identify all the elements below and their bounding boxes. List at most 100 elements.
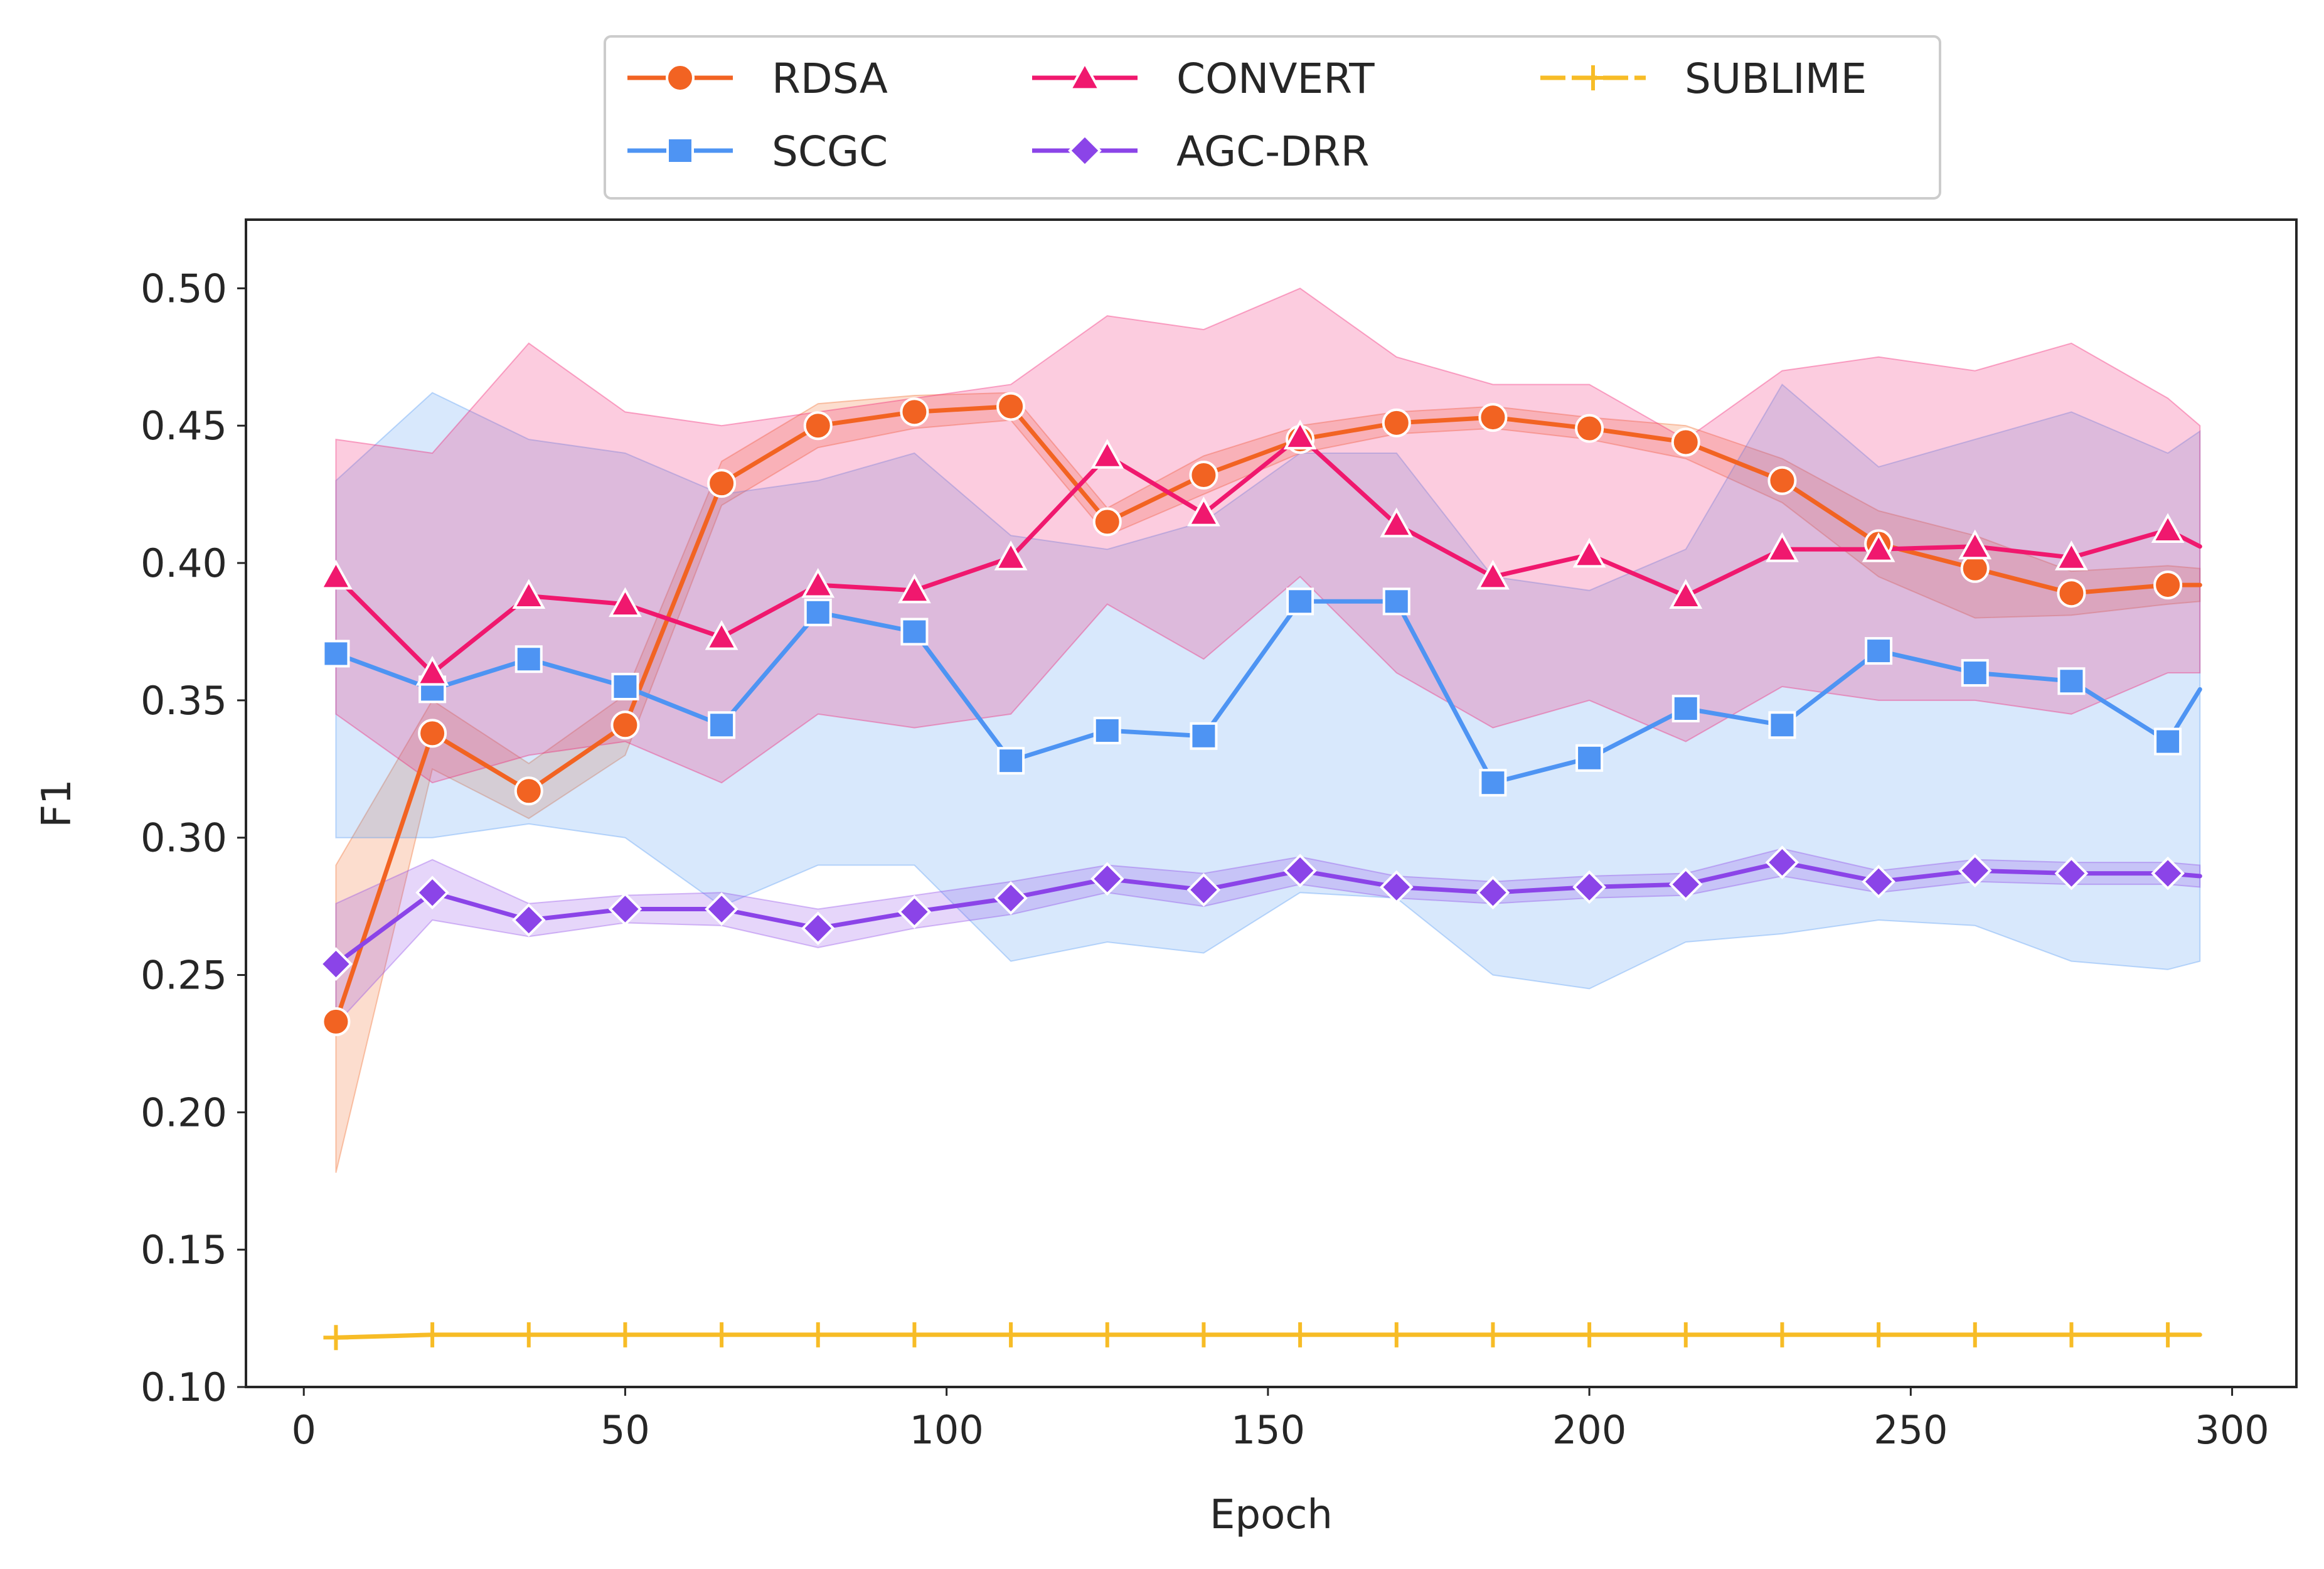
rdsa-point	[707, 469, 737, 498]
sublime-point	[1480, 1322, 1506, 1347]
agc-drr-point	[2151, 856, 2185, 891]
rdsa-point	[2153, 570, 2183, 600]
rdsa-point	[1092, 507, 1122, 537]
rdsa-point	[1767, 466, 1797, 495]
legend-label-rdsa: RDSA	[772, 55, 888, 103]
scgc-point	[1286, 587, 1314, 616]
x-tick-label: 50	[600, 1407, 650, 1453]
convert-band	[335, 287, 2201, 784]
convert-point	[1669, 579, 1703, 609]
convert-point	[512, 579, 546, 609]
sublime-point	[805, 1322, 831, 1347]
x-tick-label: 100	[909, 1407, 983, 1453]
rdsa-point	[1575, 414, 1604, 443]
y-tick-label: 0.10	[141, 1364, 227, 1410]
sublime-point	[420, 1322, 445, 1347]
convert-point	[1476, 559, 1510, 590]
scgc-point	[1768, 711, 1796, 739]
scgc-point	[997, 747, 1025, 775]
convert-point	[2055, 540, 2088, 570]
legend-label-agc-drr: AGC-DRR	[1176, 127, 1370, 176]
rdsa-point	[418, 719, 447, 748]
scgc-point	[804, 598, 832, 626]
x-tick-label: 200	[1552, 1407, 1626, 1453]
sublime-point	[902, 1322, 927, 1347]
legend-marker-rdsa	[666, 63, 695, 92]
sublime-point	[1287, 1322, 1313, 1347]
y-tick-label: 0.50	[141, 265, 227, 311]
series-markers	[319, 392, 2185, 1351]
convert-point	[898, 573, 931, 604]
scgc-point	[2154, 727, 2182, 756]
rdsa-point	[1671, 427, 1700, 457]
agc-drr-point	[415, 876, 449, 910]
y-tick-label: 0.30	[141, 815, 227, 861]
agc-drr-point	[1476, 876, 1510, 910]
rdsa-point	[803, 411, 833, 441]
sublime-point	[612, 1322, 638, 1347]
sublime-point	[709, 1322, 735, 1347]
agc-drr-point	[1186, 873, 1221, 907]
agc-drr-point	[801, 911, 835, 945]
agc-drr-point	[1283, 854, 1317, 888]
convert-point	[705, 620, 738, 650]
y-tick-label: 0.45	[141, 403, 227, 449]
sublime-point	[998, 1322, 1024, 1347]
agc-drr-point	[1958, 854, 1992, 888]
y-tick-label: 0.40	[141, 540, 227, 586]
legend-label-sublime: SUBLIME	[1685, 55, 1867, 103]
convert-point	[1380, 507, 1414, 538]
rdsa-point	[610, 710, 640, 740]
convert-point	[1187, 496, 1220, 527]
scgc-band	[335, 383, 2201, 990]
sublime-point	[1383, 1322, 1409, 1347]
confidence-bands	[335, 287, 2201, 1173]
plot-area-frame	[245, 218, 2298, 1388]
legend: RDSA SCGC CONVERT AGC-DRR SUBLIME	[604, 35, 1941, 200]
sublime-point	[516, 1322, 541, 1347]
scgc-point	[1961, 659, 1989, 687]
scgc-point	[514, 645, 543, 673]
sublime-point	[1673, 1322, 1698, 1347]
agc-drr-point	[608, 892, 642, 926]
sublime-point	[1577, 1322, 1602, 1347]
y-axis-label: F1	[34, 779, 80, 828]
sublime-point	[2059, 1322, 2084, 1347]
legend-marker-scgc	[666, 137, 694, 164]
rdsa-point	[514, 776, 543, 806]
sublime-point	[1769, 1322, 1795, 1347]
y-tick-label: 0.20	[141, 1090, 227, 1135]
x-axis-ticks: 0 50 100 150 200 250 300	[291, 1387, 2269, 1453]
x-tick-label: 300	[2195, 1407, 2269, 1453]
scgc-point	[2057, 667, 2086, 695]
convert-point	[801, 567, 835, 598]
x-tick-label: 0	[291, 1407, 316, 1453]
agc-drr-point	[1572, 870, 1606, 904]
convert-point	[2151, 513, 2185, 543]
convert-point	[1766, 532, 1799, 562]
legend-marker-convert	[1068, 60, 1102, 91]
scgc-point	[900, 618, 929, 646]
scgc-point	[1382, 587, 1410, 616]
agc-drr-point	[319, 947, 353, 981]
rdsa-point	[1189, 461, 1218, 490]
rdsa-point	[1382, 408, 1411, 437]
legend-label-convert: CONVERT	[1176, 55, 1375, 103]
rdsa-point	[900, 397, 929, 427]
scgc-point	[1671, 695, 1700, 723]
scgc-point	[611, 673, 639, 700]
convert-point	[994, 540, 1028, 570]
y-tick-label: 0.15	[141, 1227, 227, 1273]
rdsa-point	[1478, 403, 1508, 432]
agc-drr-point	[1862, 864, 1895, 899]
scgc-point	[1865, 637, 1893, 665]
scgc-point	[708, 711, 736, 739]
sublime-point	[1094, 1322, 1120, 1347]
convert-point	[609, 587, 642, 618]
convert-point	[1958, 529, 1992, 560]
agc-drr-point	[1765, 845, 1799, 879]
x-tick-label: 150	[1231, 1407, 1305, 1453]
sublime-point	[1866, 1322, 1892, 1347]
